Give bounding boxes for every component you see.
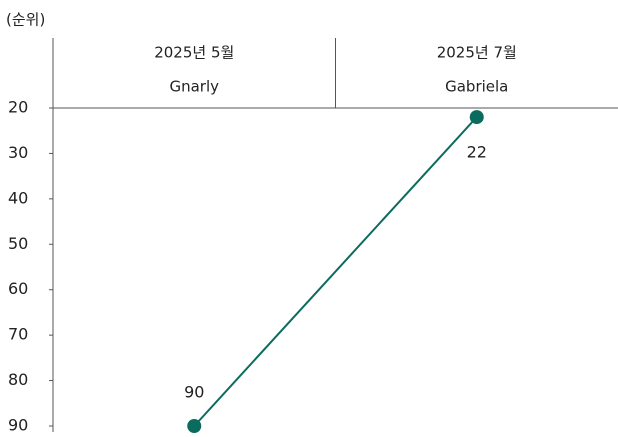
y-axis-label: (순위) [6, 11, 45, 29]
x-category-label: 2025년 5월 [154, 44, 234, 62]
y-tick-label: 60 [8, 279, 28, 298]
y-tick-label: 40 [8, 188, 28, 207]
line [193, 116, 478, 427]
y-tick-label: 20 [8, 98, 28, 117]
x-category-label: 2025년 7월 [437, 44, 517, 62]
y-tick-label: 70 [8, 325, 28, 344]
point [187, 419, 202, 433]
y-tick-label: 30 [8, 143, 28, 162]
y-tick-label: 90 [8, 416, 28, 435]
y-tick-label: 50 [8, 234, 28, 253]
data-label: 22 [467, 143, 487, 162]
data-label: 90 [184, 383, 204, 402]
y-tick-label: 80 [8, 370, 28, 389]
x-point-label: Gabriela [445, 78, 508, 96]
x-point-label: Gnarly [169, 78, 219, 96]
point [469, 110, 484, 125]
